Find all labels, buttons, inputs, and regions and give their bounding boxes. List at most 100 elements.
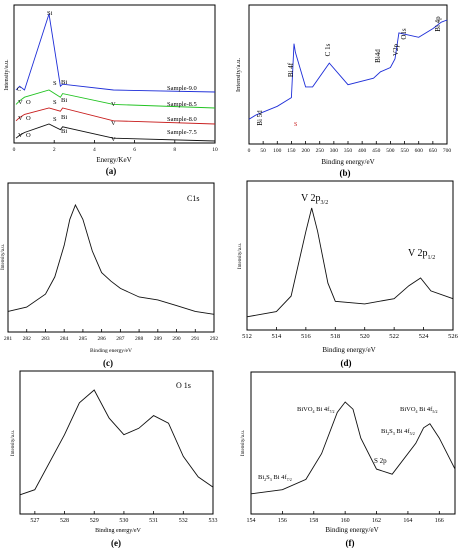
tick-label: 50 — [260, 148, 266, 154]
panel-c-series — [7, 203, 215, 315]
panel-a-peak-s-3: S — [53, 116, 57, 123]
panel-a-peak-bi-2: Bi — [61, 97, 67, 104]
panel-d-ylabel: Intensity/a.u. — [238, 243, 243, 269]
tick-label: 100 — [273, 148, 282, 154]
tick-label: 528 — [60, 518, 69, 524]
panel-b-series — [248, 19, 448, 120]
panel-d-ticks: 512 514 516 518 520 522 524 526 — [242, 327, 459, 340]
tick-label: 8 — [173, 147, 176, 153]
panel-a-peak-bi-3: Bi — [61, 114, 67, 121]
panel-a: Intensity/a.u. 0 2 4 6 8 10 Energy/KeV (a) Sa… — [4, 4, 218, 176]
panel-f-label: (f) — [346, 538, 355, 548]
panel-a-ylabel: Intensity/a.u. — [4, 59, 10, 91]
panel-b-ylabel: Intensity/a.u. — [235, 58, 242, 92]
tick-label: 154 — [247, 518, 256, 524]
series-line — [19, 389, 214, 496]
series-line — [15, 123, 216, 142]
tick-label: 164 — [403, 518, 412, 524]
tick-label: 300 — [330, 148, 339, 154]
panel-e-title: O 1s — [176, 381, 191, 390]
panel-a-peak-s-1: S — [53, 80, 57, 87]
panel-a-series-name-3: Sample-8.0 — [167, 116, 197, 123]
panel-a-peak-bi-1: Bi — [61, 79, 67, 86]
tick-label: 533 — [209, 518, 218, 524]
series-line — [15, 89, 216, 109]
tick-label: 282 — [23, 336, 32, 342]
panel-e-xlabel: Binding energy/eV — [95, 528, 141, 534]
panel-b-peak-bi4d: Bi4d — [374, 49, 382, 63]
panel-c-frame — [7, 182, 215, 333]
tick-label: 500 — [386, 148, 395, 154]
tick-label: 350 — [344, 148, 353, 154]
panel-c-ylabel: Intensity/a.u. — [1, 244, 6, 270]
tick-label: 2 — [53, 147, 56, 153]
tick-label: 450 — [372, 148, 381, 154]
panel-d-frame — [246, 180, 454, 331]
panel-c-label: (c) — [103, 358, 113, 368]
tick-label: 286 — [98, 336, 107, 342]
panel-b-peak-c1s: C 1s — [324, 43, 332, 56]
tick-label: 6 — [133, 147, 136, 153]
panel-a-peak-v-3: V — [18, 132, 23, 139]
tick-label: 0 — [248, 148, 251, 154]
panel-f-peak-bi2s3-72: Bi2S3 Bi 4f7/2 — [258, 474, 292, 482]
panel-a-peak-si: Si — [47, 10, 53, 17]
tick-label: 522 — [389, 333, 399, 340]
panel-c-ticks: 281 282 283 284 285 286 287 288 289 290 291 292 — [4, 329, 218, 342]
tick-label: 162 — [372, 518, 381, 524]
tick-label: 527 — [30, 518, 39, 524]
tick-label: 10 — [212, 147, 218, 153]
panel-f-xlabel: Binding energy/eV — [325, 526, 378, 534]
panel-a-peak-o-1: O — [26, 99, 31, 106]
panel-f-ticks: 154 156 158 160 162 164 166 — [247, 511, 444, 524]
panel-e-frame — [19, 370, 214, 515]
panel-a-peak-s-2: S — [53, 99, 57, 106]
panel-b-peak-bi4f: Bi 4f — [287, 62, 295, 77]
panel-a-series — [15, 13, 216, 142]
tick-label: 529 — [90, 518, 99, 524]
tick-label: 512 — [242, 333, 252, 340]
tick-label: 284 — [60, 336, 69, 342]
tick-label: 531 — [149, 518, 158, 524]
tick-label: 150 — [287, 148, 296, 154]
series-line — [250, 401, 456, 495]
panel-a-xlabel: Energy/KeV — [96, 156, 131, 164]
panel-e-label: (e) — [111, 538, 121, 548]
panel-e-ticks: 527 528 529 530 531 532 533 — [30, 511, 218, 524]
panel-a-peak-v-4: V — [111, 101, 116, 108]
tick-label: 514 — [272, 333, 283, 340]
panel-d: Intensity/a.u. 512 514 516 518 520 522 524 526 … — [238, 180, 459, 368]
panel-a-peak-o-2: O — [26, 115, 31, 122]
panel-a-peak-bi-4: Bi — [61, 128, 67, 135]
panel-b-peak-o1s: O1s — [400, 28, 408, 40]
panel-b-peak-v2p: V2p — [392, 43, 400, 56]
panel-a-peak-v-6: V — [111, 136, 116, 143]
tick-label: 600 — [415, 148, 424, 154]
tick-label: 285 — [79, 336, 88, 342]
panel-f-ylabel: Intensity/a.u. — [241, 430, 246, 456]
panel-f-peak-s2p: S 2p — [374, 457, 387, 465]
panel-b-label: (b) — [340, 168, 351, 178]
panel-d-xlabel: Binding energy/eV — [322, 346, 375, 354]
panel-a-peak-v-5: V — [111, 120, 116, 127]
tick-label: 550 — [400, 148, 409, 154]
tick-label: 0 — [13, 147, 16, 153]
tick-label: 530 — [119, 518, 128, 524]
series-line — [246, 207, 454, 318]
panel-a-series-name-4: Sample-7.5 — [167, 129, 197, 136]
panel-c: C1s Intensity/a.u. 281 282 283 284 285 286 287… — [1, 182, 218, 368]
tick-label: 532 — [179, 518, 188, 524]
tick-label: 160 — [341, 518, 350, 524]
panel-c-xlabel: Binding energy/eV — [90, 348, 132, 354]
panel-b-frame — [248, 4, 448, 145]
tick-label: 700 — [443, 148, 452, 154]
panel-b-xlabel: Binding energy/eV — [321, 158, 374, 166]
panel-a-peak-v-1: V — [18, 99, 23, 106]
panel-e: O 1s Intensity/a.u. 527 528 529 530 531 532 53… — [11, 370, 218, 548]
series-line — [15, 107, 216, 125]
tick-label: 281 — [4, 336, 13, 342]
tick-label: 524 — [419, 333, 430, 340]
panel-a-peak-o-3: O — [26, 132, 31, 139]
tick-label: 156 — [278, 518, 287, 524]
